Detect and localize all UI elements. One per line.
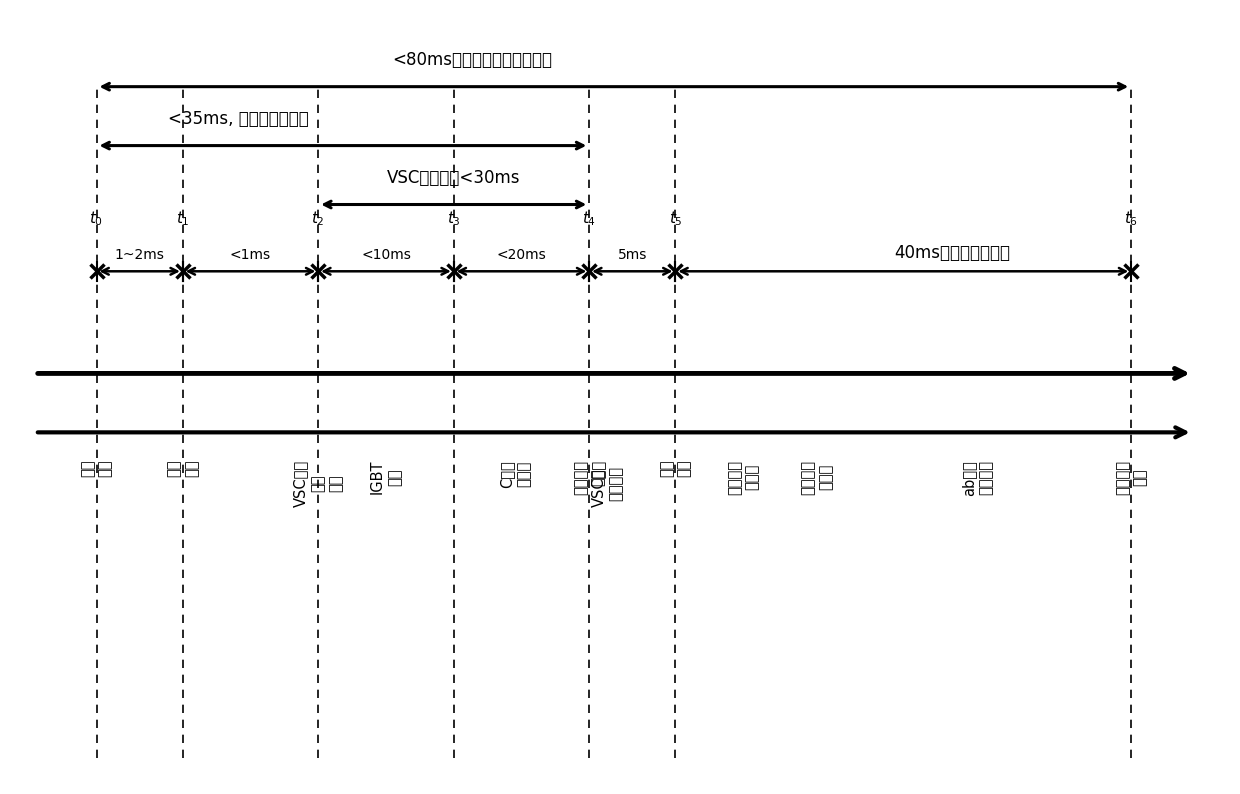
Text: 1~2ms: 1~2ms xyxy=(115,248,165,262)
Text: 交流断路
器发送: 交流断路 器发送 xyxy=(727,460,759,495)
Text: VSC拓扑
变换
开始: VSC拓扑 变换 开始 xyxy=(294,460,343,507)
Text: 保护
启动: 保护 启动 xyxy=(166,460,198,477)
Text: <10ms: <10ms xyxy=(361,248,410,262)
Text: C相切
除结束: C相切 除结束 xyxy=(500,460,532,488)
Text: 故障定位
结束向: 故障定位 结束向 xyxy=(801,460,833,495)
Text: $t_6$: $t_6$ xyxy=(1125,210,1138,228)
Text: $t_0$: $t_0$ xyxy=(89,210,104,228)
Text: 跳闸
命令: 跳闸 命令 xyxy=(660,460,692,477)
Text: $t_5$: $t_5$ xyxy=(668,210,682,228)
Text: ab两相
切除结束: ab两相 切除结束 xyxy=(961,460,993,495)
Text: 5ms: 5ms xyxy=(618,248,647,262)
Text: VSC拓扑变换<30ms: VSC拓扑变换<30ms xyxy=(387,169,521,187)
Text: $t_1$: $t_1$ xyxy=(176,210,190,228)
Text: $t_3$: $t_3$ xyxy=(446,210,460,228)
Text: <35ms, 取决于暂态过程: <35ms, 取决于暂态过程 xyxy=(167,110,309,129)
Text: 故障定位
开始: 故障定位 开始 xyxy=(573,460,605,495)
Text: $t_4$: $t_4$ xyxy=(582,210,596,228)
Text: 40ms交流断路器跳开: 40ms交流断路器跳开 xyxy=(894,244,1011,262)
Text: $t_2$: $t_2$ xyxy=(311,210,325,228)
Text: <1ms: <1ms xyxy=(229,248,272,262)
Text: <20ms: <20ms xyxy=(496,248,547,262)
Text: 故障
发生: 故障 发生 xyxy=(81,460,113,477)
Text: IGBT
闭锁: IGBT 闭锁 xyxy=(370,460,402,495)
Text: <80ms，故障清除和测距阶段: <80ms，故障清除和测距阶段 xyxy=(392,52,552,69)
Text: VSC拓扑
变换结束: VSC拓扑 变换结束 xyxy=(591,460,624,507)
Text: 故障隔离
完成: 故障隔离 完成 xyxy=(1115,460,1147,495)
